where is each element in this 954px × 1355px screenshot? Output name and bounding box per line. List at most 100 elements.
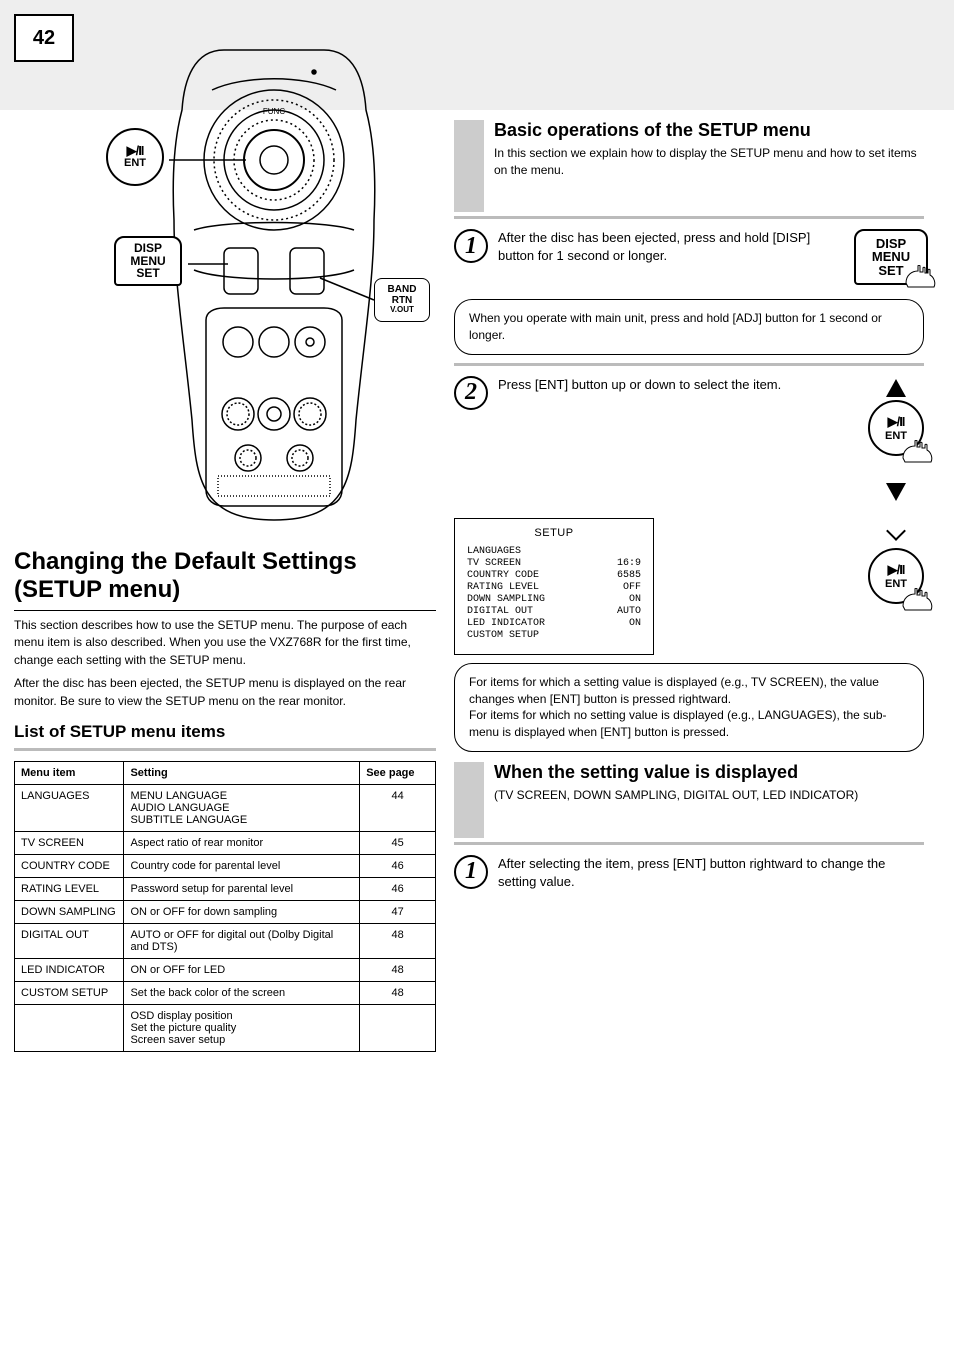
cell-menu: LANGUAGES xyxy=(15,784,124,831)
setup-row: LED INDICATORON xyxy=(467,618,641,630)
right-column: Basic operations of the SETUP menu In th… xyxy=(454,110,924,1052)
note-1: When you operate with main unit, press a… xyxy=(454,299,924,355)
left-column: FUNC xyxy=(14,110,454,1052)
cell-page: 48 xyxy=(360,958,436,981)
disp-l1: DISP xyxy=(134,242,162,255)
step-1: 1 After the disc has been ejected, press… xyxy=(454,229,924,285)
setup-screen-title: SETUP xyxy=(467,527,641,540)
disp-p-l1: DISP xyxy=(876,237,906,251)
table-row: OSD display position Set the picture qua… xyxy=(15,1004,436,1051)
remote-illustration: FUNC xyxy=(14,20,436,540)
cell-setting: Set the back color of the screen xyxy=(124,981,360,1004)
cell-menu: DIGITAL OUT xyxy=(15,923,124,958)
grey-rule-r2 xyxy=(454,363,924,366)
step-2-1-text: After selecting the item, press [ENT] bu… xyxy=(498,856,885,889)
cell-setting: MENU LANGUAGE AUDIO LANGUAGE SUBTITLE LA… xyxy=(124,784,360,831)
table-row: RATING LEVELPassword setup for parental … xyxy=(15,877,436,900)
table-body: LANGUAGESMENU LANGUAGE AUDIO LANGUAGE SU… xyxy=(15,784,436,1051)
arrow-up-icon xyxy=(886,379,906,397)
table-row: TV SCREENAspect ratio of rear monitor45 xyxy=(15,831,436,854)
table-row: LED INDICATORON or OFF for LED48 xyxy=(15,958,436,981)
disp-icon: DISP MENU SET xyxy=(114,236,182,286)
table-row: DIGITAL OUTAUTO or OFF for digital out (… xyxy=(15,923,436,958)
cell-menu: COUNTRY CODE xyxy=(15,854,124,877)
cell-page: 46 xyxy=(360,877,436,900)
cell-page xyxy=(360,1004,436,1051)
callout-disp: DISP MENU SET xyxy=(114,236,182,286)
svg-text:FUNC: FUNC xyxy=(263,107,285,116)
table-row: LANGUAGESMENU LANGUAGE AUDIO LANGUAGE SU… xyxy=(15,784,436,831)
cell-setting: ON or OFF for LED xyxy=(124,958,360,981)
cell-menu: CUSTOM SETUP xyxy=(15,981,124,1004)
step-2-1: 1 After selecting the item, press [ENT] … xyxy=(454,855,924,891)
th-page: See page xyxy=(360,761,436,784)
step-2: 2 Press [ENT] button up or down to selec… xyxy=(454,376,924,504)
step-num-2: 2 xyxy=(454,376,488,410)
grey-rule-1 xyxy=(14,748,436,751)
cell-menu xyxy=(15,1004,124,1051)
cell-page: 45 xyxy=(360,831,436,854)
step-num-2-1: 1 xyxy=(454,855,488,889)
ent-then-press: ▶/II ENT xyxy=(868,518,924,628)
step-2-illus: ▶/II ENT xyxy=(868,376,924,504)
para-1: This section describes how to use the SE… xyxy=(14,617,436,669)
disp-p-l3: SET xyxy=(878,264,903,278)
cell-setting: Aspect ratio of rear monitor xyxy=(124,831,360,854)
band-l3: V.OUT xyxy=(390,306,414,314)
step-2-text: Press [ENT] button up or down to select … xyxy=(498,377,781,392)
cell-setting: AUTO or OFF for digital out (Dolby Digit… xyxy=(124,923,360,958)
grey-rule-r1 xyxy=(454,216,924,219)
sect1-sub: In this section we explain how to displa… xyxy=(494,145,924,179)
cell-menu: DOWN SAMPLING xyxy=(15,900,124,923)
section-1-header: Basic operations of the SETUP menu In th… xyxy=(454,120,924,212)
ent-play-label: ▶/II xyxy=(127,144,144,158)
cell-page: 44 xyxy=(360,784,436,831)
step-num-1: 1 xyxy=(454,229,488,263)
hand-icon-3 xyxy=(901,588,935,612)
step-2-screens: SETUP LANGUAGESTV SCREEN16:9COUNTRY CODE… xyxy=(454,518,924,655)
th-menu: Menu item xyxy=(15,761,124,784)
grey-block-1 xyxy=(454,120,484,212)
setup-row: DOWN SAMPLINGON xyxy=(467,594,641,606)
setup-row: DIGITAL OUTAUTO xyxy=(467,606,641,618)
cell-setting: Country code for parental level xyxy=(124,854,360,877)
setup-row: CUSTOM SETUP xyxy=(467,630,641,642)
setup-screen: SETUP LANGUAGESTV SCREEN16:9COUNTRY CODE… xyxy=(454,518,654,655)
cell-menu: RATING LEVEL xyxy=(15,877,124,900)
disp-l3: SET xyxy=(136,267,159,280)
rule xyxy=(14,610,436,611)
ent-icon: ▶/II ENT xyxy=(106,128,164,186)
settings-table: Menu item Setting See page LANGUAGESMENU… xyxy=(14,761,436,1052)
grey-block-2 xyxy=(454,762,484,838)
setup-row: COUNTRY CODE6585 xyxy=(467,570,641,582)
ent-p-play: ▶/II xyxy=(888,414,905,430)
table-row: COUNTRY CODECountry code for parental le… xyxy=(15,854,436,877)
subhead-list: List of SETUP menu items xyxy=(14,722,436,742)
note-2: For items for which a setting value is d… xyxy=(454,663,924,752)
sect1-title: Basic operations of the SETUP menu xyxy=(494,120,924,141)
setup-row: TV SCREEN16:9 xyxy=(467,558,641,570)
step-1-text: After the disc has been ejected, press a… xyxy=(498,230,810,263)
main-heading: Changing the Default Settings (SETUP men… xyxy=(14,548,436,604)
table-header-row: Menu item Setting See page xyxy=(15,761,436,784)
cell-setting: ON or OFF for down sampling xyxy=(124,900,360,923)
table-row: DOWN SAMPLINGON or OFF for down sampling… xyxy=(15,900,436,923)
table-row: CUSTOM SETUPSet the back color of the sc… xyxy=(15,981,436,1004)
ent-label: ENT xyxy=(124,158,146,170)
callout-ent: ▶/II ENT xyxy=(106,128,164,186)
step-2-1-body: After selecting the item, press [ENT] bu… xyxy=(498,855,924,891)
setup-row: LANGUAGES xyxy=(467,546,641,558)
hand-icon xyxy=(904,265,938,289)
callout-band: BAND RTN V.OUT xyxy=(374,278,430,322)
band-icon: BAND RTN V.OUT xyxy=(374,278,430,322)
section-2-header: When the setting value is displayed (TV … xyxy=(454,762,924,838)
hand-icon-2 xyxy=(901,440,935,464)
cell-page: 48 xyxy=(360,923,436,958)
step-1-body: After the disc has been ejected, press a… xyxy=(498,229,844,265)
th-setting: Setting xyxy=(124,761,360,784)
sect2-sub: (TV SCREEN, DOWN SAMPLING, DIGITAL OUT, … xyxy=(494,787,924,804)
para-2: After the disc has been ejected, the SET… xyxy=(14,675,436,710)
sect2-title: When the setting value is displayed xyxy=(494,762,924,783)
ent-p2-play: ▶/II xyxy=(888,562,905,578)
cell-menu: TV SCREEN xyxy=(15,831,124,854)
